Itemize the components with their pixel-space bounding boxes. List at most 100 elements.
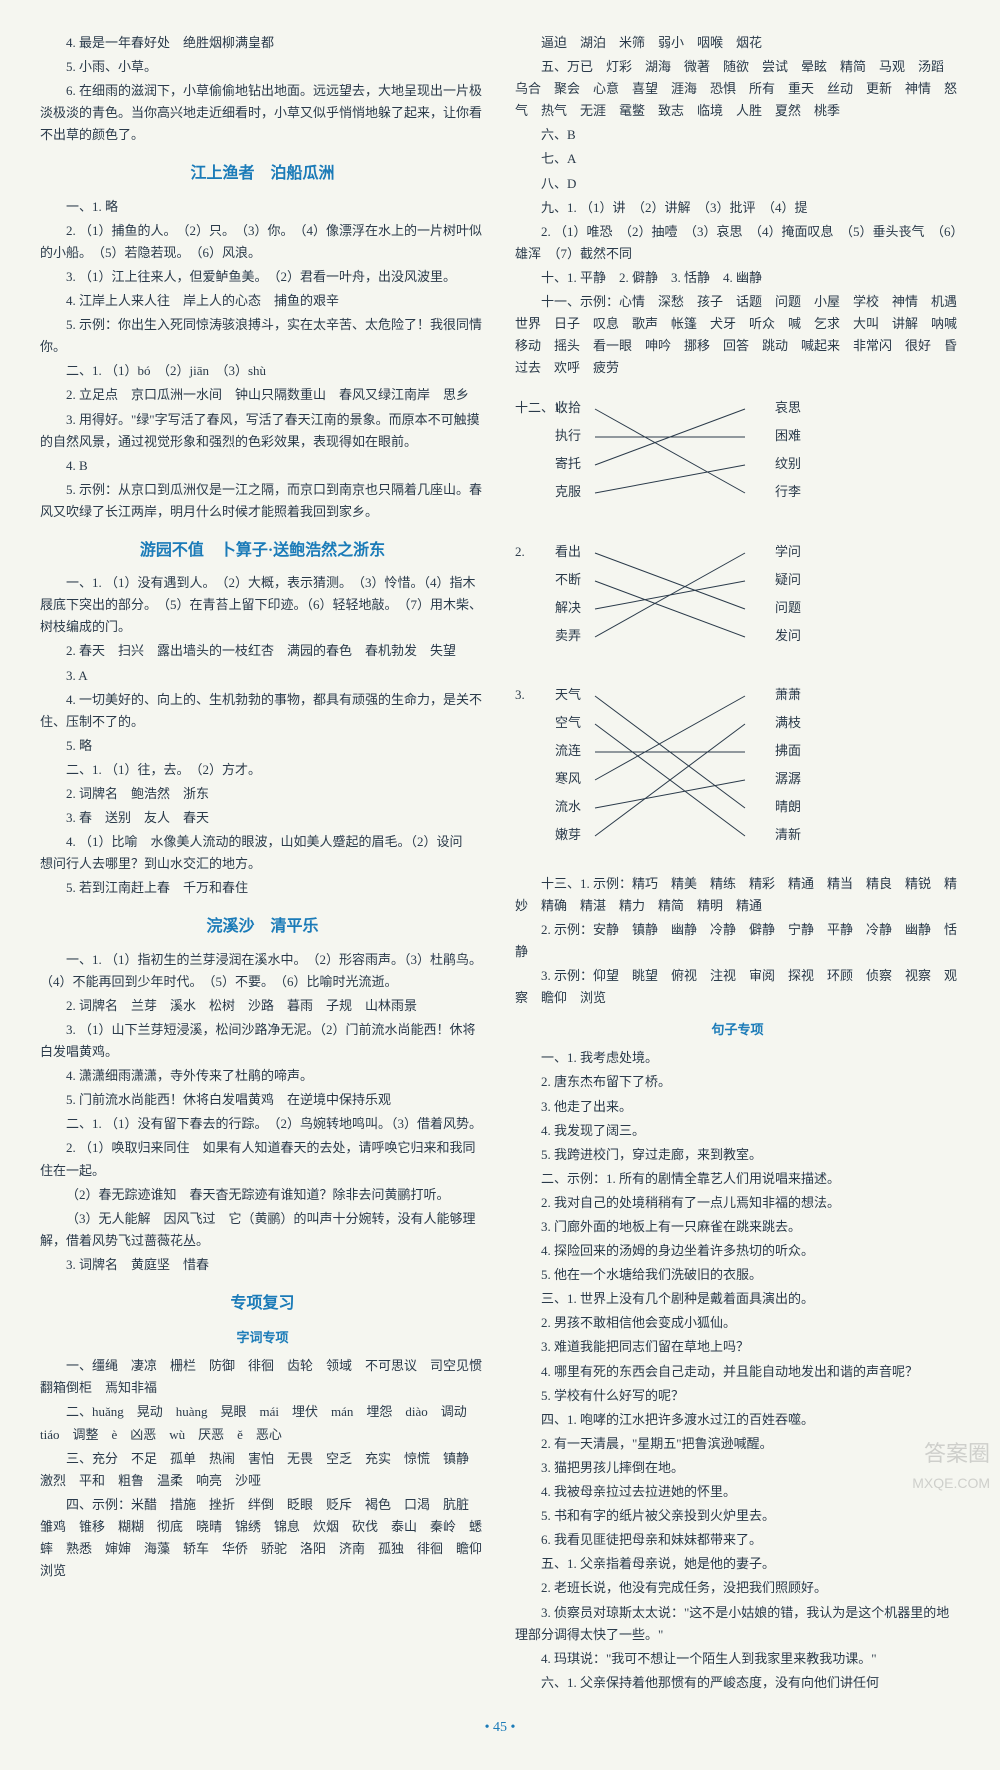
text: 5. 书和有字的纸片被父亲投到火炉里去。 bbox=[515, 1505, 960, 1527]
svg-text:收拾: 收拾 bbox=[555, 400, 581, 415]
text: 5. 小雨、小草。 bbox=[40, 56, 485, 78]
text: 七、A bbox=[515, 148, 960, 170]
text: 八、D bbox=[515, 173, 960, 195]
text: 5. 他在一个水塘给我们洗破旧的衣服。 bbox=[515, 1264, 960, 1286]
text: 二、1. （1）没有留下春去的行踪。 （2）鸟婉转地鸣叫。（3）借着风势。 bbox=[40, 1113, 485, 1135]
left-column: 4. 最是一年春好处 绝胜烟柳满皇都 5. 小雨、小草。 6. 在细雨的滋润下，… bbox=[40, 30, 485, 1696]
text: 逼迫 湖泊 米筛 弱小 咽喉 烟花 bbox=[515, 32, 960, 54]
text: 五、1. 父亲指着母亲说，她是他的妻子。 bbox=[515, 1553, 960, 1575]
text: 5. 示例：从京口到瓜洲仅是一江之隔，而京口到南京也只隔着几座山。春风又吹绿了长… bbox=[40, 479, 485, 523]
section-title: 浣溪沙 清平乐 bbox=[40, 913, 485, 940]
text: 一、1. （1）没有遇到人。 （2）大概，表示猜测。 （3）怜惜。（4）指木屐底… bbox=[40, 572, 485, 638]
matching-diagram-1: 十二、1.收拾哀思执行困难寄托纹别克服行李 bbox=[515, 387, 960, 522]
svg-text:学问: 学问 bbox=[775, 543, 801, 558]
svg-text:满枝: 满枝 bbox=[775, 714, 801, 729]
svg-text:疑问: 疑问 bbox=[775, 571, 801, 586]
text: 2. 示例：安静 镇静 幽静 冷静 僻静 宁静 平静 冷静 幽静 恬静 bbox=[515, 919, 960, 963]
text: 2. 男孩不敢相信他会变成小狐仙。 bbox=[515, 1312, 960, 1334]
svg-text:问题: 问题 bbox=[775, 599, 801, 614]
text: 2. 我对自己的处境稍稍有了一点儿焉知非福的想法。 bbox=[515, 1192, 960, 1214]
section-title: 江上渔者 泊船瓜洲 bbox=[40, 160, 485, 187]
svg-text:2.: 2. bbox=[515, 543, 525, 558]
text: 三、1. 世界上没有几个剧种是戴着面具演出的。 bbox=[515, 1288, 960, 1310]
section-title: 专项复习 bbox=[40, 1290, 485, 1317]
text: 十一、示例：心情 深愁 孩子 话题 问题 小屋 学校 神情 机遇 世界 日子 叹… bbox=[515, 291, 960, 379]
text: 5. 门前流水尚能西！休将白发唱黄鸡 在逆境中保持乐观 bbox=[40, 1089, 485, 1111]
text: 3. 用得好。"绿"字写活了春风，写活了春天江南的景象。而原本不可触摸的自然风景… bbox=[40, 409, 485, 453]
text: 二、1. （1）往，去。 （2）方才。 bbox=[40, 759, 485, 781]
text: 4. 我发现了阔三。 bbox=[515, 1120, 960, 1142]
svg-text:晴朗: 晴朗 bbox=[775, 798, 801, 813]
text: 一、1. （1）指初生的兰芽浸润在溪水中。 （2）形容雨声。（3）杜鹃鸟。 （4… bbox=[40, 949, 485, 993]
text: （3）无人能解 因风飞过 它（黄鹂）的叫声十分婉转，没有人能够理解，借着风势飞过… bbox=[40, 1208, 485, 1252]
text: 3. 词牌名 黄庭坚 惜春 bbox=[40, 1254, 485, 1276]
svg-text:发问: 发问 bbox=[775, 627, 801, 642]
match-svg-3: 3.天气萧萧空气满枝流连拂面寒风潺潺流水晴朗嫩芽清新 bbox=[515, 674, 835, 858]
text: 三、充分 不足 孤单 热闹 害怕 无畏 空乏 充实 惊慌 镇静 激烈 平和 粗鲁… bbox=[40, 1448, 485, 1492]
text: 5. 若到江南赶上春 千万和春住 bbox=[40, 877, 485, 899]
text: 四、1. 咆哮的江水把许多渡水过江的百姓吞噬。 bbox=[515, 1409, 960, 1431]
text: 6. 在细雨的滋润下，小草偷偷地钻出地面。远远望去，大地呈现出一片极淡极淡的青色… bbox=[40, 80, 485, 146]
text: 十三、1. 示例：精巧 精美 精练 精彩 精通 精当 精良 精锐 精妙 精确 精… bbox=[515, 873, 960, 917]
text: 4. 一切美好的、向上的、生机勃勃的事物，都具有顽强的生命力，是关不住、压制不了… bbox=[40, 689, 485, 733]
text: 4. 探险回来的汤姆的身边坐着许多热切的听众。 bbox=[515, 1240, 960, 1262]
text: 2. 老班长说，他没有完成任务，没把我们照顾好。 bbox=[515, 1577, 960, 1599]
text: 2. 词牌名 兰芽 溪水 松树 沙路 暮雨 子规 山林雨景 bbox=[40, 995, 485, 1017]
text: 2. 唐东杰布留下了桥。 bbox=[515, 1071, 960, 1093]
text: 3. 他走了出来。 bbox=[515, 1096, 960, 1118]
text: 2. 春天 扫兴 露出墙头的一枝红杏 满园的春色 春机勃发 失望 bbox=[40, 640, 485, 662]
text: 5. 学校有什么好写的呢？ bbox=[515, 1385, 960, 1407]
svg-text:拂面: 拂面 bbox=[775, 742, 801, 757]
text: 3. 春 送别 友人 春天 bbox=[40, 807, 485, 829]
matching-diagram-2: 2.看出学问不断疑问解决问题卖弄发问 bbox=[515, 531, 960, 666]
svg-text:流水: 流水 bbox=[555, 798, 581, 813]
text: 五、万已 灯彩 湖海 微著 随欲 尝试 晕眩 精简 马观 汤蹈 乌合 聚会 心意… bbox=[515, 56, 960, 122]
text: 4. 最是一年春好处 绝胜烟柳满皇都 bbox=[40, 32, 485, 54]
svg-text:寒风: 寒风 bbox=[555, 770, 581, 785]
svg-text:3.: 3. bbox=[515, 686, 525, 701]
text: 3. A bbox=[40, 665, 485, 687]
sub-title: 句子专项 bbox=[515, 1019, 960, 1041]
svg-text:看出: 看出 bbox=[555, 543, 581, 558]
text: 3. 侦察员对琼斯太太说："这不是小姑娘的错，我认为是这个机器里的地理部分调得太… bbox=[515, 1602, 960, 1646]
svg-text:执行: 执行 bbox=[555, 428, 581, 443]
text: 2. 立足点 京口瓜洲一水间 钟山只隔数重山 春风又绿江南岸 思乡 bbox=[40, 384, 485, 406]
text: 3. 猫把男孩儿摔倒在地。 bbox=[515, 1457, 960, 1479]
text: 4. 哪里有死的东西会自己走动，并且能自动地发出和谐的声音呢？ bbox=[515, 1361, 960, 1383]
text: 一、1. 略 bbox=[40, 196, 485, 218]
text: 4. 江岸上人来人往 岸上人的心态 捕鱼的艰辛 bbox=[40, 290, 485, 312]
text: 4. 玛琪说："我可不想让一个陌生人到我家里来教我功课。" bbox=[515, 1648, 960, 1670]
sub-title: 字词专项 bbox=[40, 1327, 485, 1349]
watermark: 答案圈 MXQE.COM bbox=[912, 1435, 990, 1496]
text: 3. （1）江上往来人，但爱鲈鱼美。 （2）君看一叶舟，出没风波里。 bbox=[40, 266, 485, 288]
svg-text:哀思: 哀思 bbox=[775, 400, 801, 415]
text: 九、1. （1）讲 （2）讲解 （3）批评 （4）提 bbox=[515, 197, 960, 219]
text: 5. 我跨进校门，穿过走廊，来到教室。 bbox=[515, 1144, 960, 1166]
svg-text:行李: 行李 bbox=[775, 484, 801, 499]
svg-text:卖弄: 卖弄 bbox=[555, 627, 581, 642]
text: 二、示例：1. 所有的剧情全靠艺人们用说唱来描述。 bbox=[515, 1168, 960, 1190]
text: 3. 门廊外面的地板上有一只麻雀在跳来跳去。 bbox=[515, 1216, 960, 1238]
svg-text:嫩芽: 嫩芽 bbox=[555, 826, 581, 841]
text: 2. （1）捕鱼的人。 （2）只。 （3）你。 （4）像漂浮在水上的一片树叶似的… bbox=[40, 220, 485, 264]
text: 4. （1）比喻 水像美人流动的眼波，山如美人蹙起的眉毛。（2）设问 想问行人去… bbox=[40, 831, 485, 875]
text: 2. 词牌名 鲍浩然 浙东 bbox=[40, 783, 485, 805]
matching-diagram-3: 3.天气萧萧空气满枝流连拂面寒风潺潺流水晴朗嫩芽清新 bbox=[515, 674, 960, 865]
text: 4. 潇潇细雨潇潇，寺外传来了杜鹃的啼声。 bbox=[40, 1065, 485, 1087]
match-svg-2: 2.看出学问不断疑问解决问题卖弄发问 bbox=[515, 531, 835, 659]
svg-text:流连: 流连 bbox=[555, 742, 581, 757]
svg-text:困难: 困难 bbox=[775, 428, 801, 443]
svg-text:空气: 空气 bbox=[555, 714, 581, 729]
text: 一、1. 我考虑处境。 bbox=[515, 1047, 960, 1069]
svg-text:解决: 解决 bbox=[555, 599, 581, 614]
text: 2. （1）唤取归来同住 如果有人知道春天的去处，请呼唤它归来和我同住在一起。 bbox=[40, 1137, 485, 1181]
right-column: 逼迫 湖泊 米筛 弱小 咽喉 烟花 五、万已 灯彩 湖海 微著 随欲 尝试 晕眩… bbox=[515, 30, 960, 1696]
text: 3. （1）山下兰芽短浸溪，松间沙路净无泥。（2）门前流水尚能西！休将白发唱黄鸡… bbox=[40, 1019, 485, 1063]
match-svg-1: 十二、1.收拾哀思执行困难寄托纹别克服行李 bbox=[515, 387, 835, 515]
text: 6. 我看见匪徒把母亲和妹妹都带来了。 bbox=[515, 1529, 960, 1551]
text: 一、缰绳 凄凉 栅栏 防御 徘徊 齿轮 领域 不可思议 司空见惯 翻箱倒柜 焉知… bbox=[40, 1355, 485, 1399]
text: 二、huǎng 晃动 huàng 晃眼 mái 埋伏 mán 埋怨 diào 调… bbox=[40, 1401, 485, 1445]
text: （2）春无踪迹谁知 春天杳无踪迹有谁知道？除非去问黄鹂打听。 bbox=[40, 1184, 485, 1206]
page-number: • 45 • bbox=[40, 1716, 960, 1740]
text: 2. 有一天清晨，"星期五"把鲁滨逊喊醒。 bbox=[515, 1433, 960, 1455]
